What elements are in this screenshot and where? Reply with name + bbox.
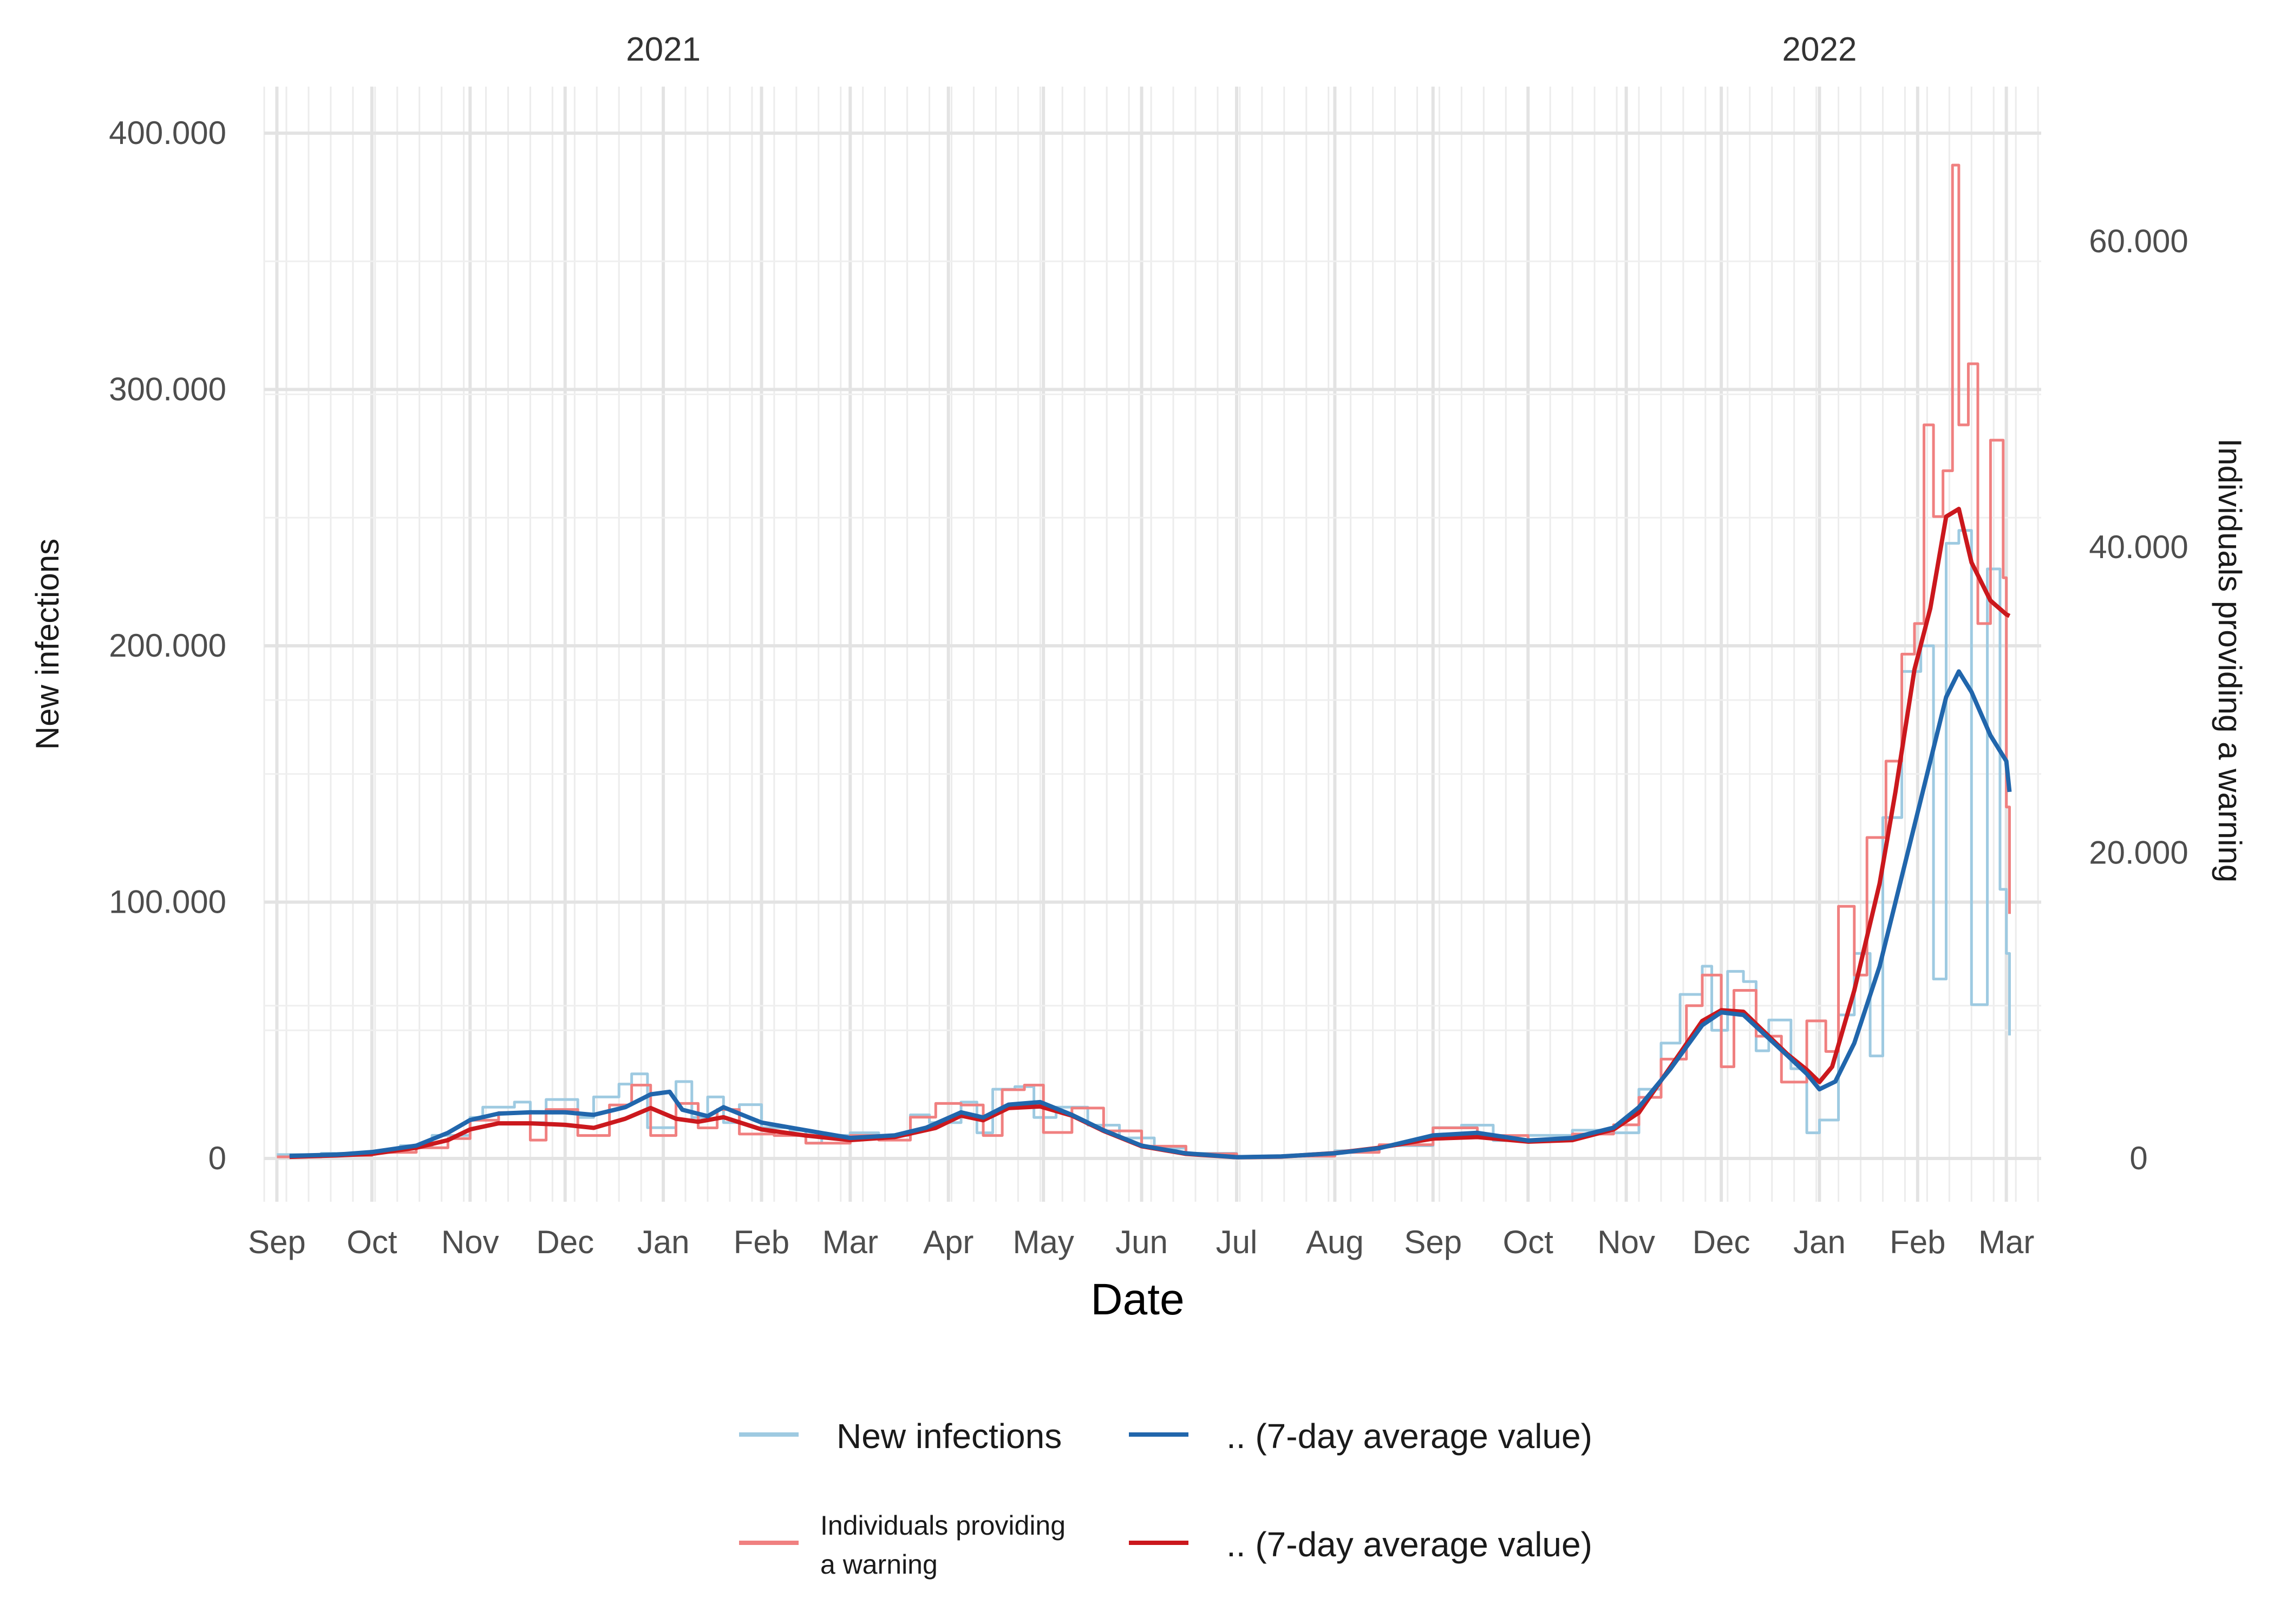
y-right-tick-label: 20.000 xyxy=(2089,834,2188,870)
x-tick-label: Mar xyxy=(822,1224,878,1260)
y-left-tick-label: 100.000 xyxy=(109,884,226,920)
x-tick-label: May xyxy=(1012,1224,1074,1260)
legend-label: .. (7-day average value) xyxy=(1226,1417,1592,1456)
y-left-tick-label: 300.000 xyxy=(109,371,226,408)
y-left-tick-label: 200.000 xyxy=(109,627,226,664)
y-right-tick-label: 60.000 xyxy=(2089,223,2188,259)
x-tick-label: Dec xyxy=(1693,1224,1750,1260)
x-tick-label: Aug xyxy=(1306,1224,1364,1260)
y-axis-right-title: Individuals providing a warning xyxy=(2212,438,2248,883)
legend-label: Individuals providing xyxy=(820,1510,1066,1541)
x-tick-label: Nov xyxy=(441,1224,499,1260)
legend-label: .. (7-day average value) xyxy=(1226,1525,1592,1564)
y-axis-left-ticks: 0 100.000 200.000 300.000 400.000 xyxy=(109,115,226,1176)
year-label: 2021 xyxy=(626,31,701,68)
x-tick-label: Apr xyxy=(923,1224,973,1260)
y-left-tick-label: 0 xyxy=(208,1140,226,1176)
series-line-2 xyxy=(277,163,2011,1159)
x-tick-label: Mar xyxy=(1978,1224,2034,1260)
y-right-tick-label: 0 xyxy=(2129,1140,2147,1176)
x-tick-label: Nov xyxy=(1597,1224,1655,1260)
x-tick-label: Feb xyxy=(734,1224,789,1260)
x-axis-title: Date xyxy=(1090,1275,1184,1324)
series-layer xyxy=(277,163,2012,1160)
series-line-3 xyxy=(289,507,2011,1160)
legend-label: a warning xyxy=(820,1549,938,1580)
grid-lines xyxy=(263,87,2041,1202)
x-tick-label: Jun xyxy=(1115,1224,1168,1260)
x-tick-label: Jan xyxy=(1793,1224,1846,1260)
x-tick-label: Oct xyxy=(347,1224,397,1260)
year-labels: 2021 2022 xyxy=(626,31,1857,68)
x-axis-ticks: Sep Oct Nov Dec Jan Feb Mar Apr May Jun Jul Aug Sep O… xyxy=(248,1224,2034,1260)
x-tick-label: Oct xyxy=(1503,1224,1554,1260)
series-line-1 xyxy=(289,669,2012,1160)
y-left-tick-label: 400.000 xyxy=(109,115,226,151)
x-tick-label: Jan xyxy=(637,1224,690,1260)
y-axis-right-ticks: 0 20.000 40.000 60.000 xyxy=(2089,223,2188,1176)
x-tick-label: Jul xyxy=(1216,1224,1258,1260)
legend: New infections .. (7-day average value) In… xyxy=(739,1417,1592,1580)
x-tick-label: Sep xyxy=(1404,1224,1462,1260)
y-axis-left-title: New infections xyxy=(29,539,66,750)
x-tick-label: Sep xyxy=(248,1224,306,1260)
y-right-tick-label: 40.000 xyxy=(2089,529,2188,565)
legend-label: New infections xyxy=(837,1417,1062,1456)
year-label: 2022 xyxy=(1782,31,1857,68)
x-tick-label: Feb xyxy=(1890,1224,1945,1260)
x-tick-label: Dec xyxy=(536,1224,594,1260)
